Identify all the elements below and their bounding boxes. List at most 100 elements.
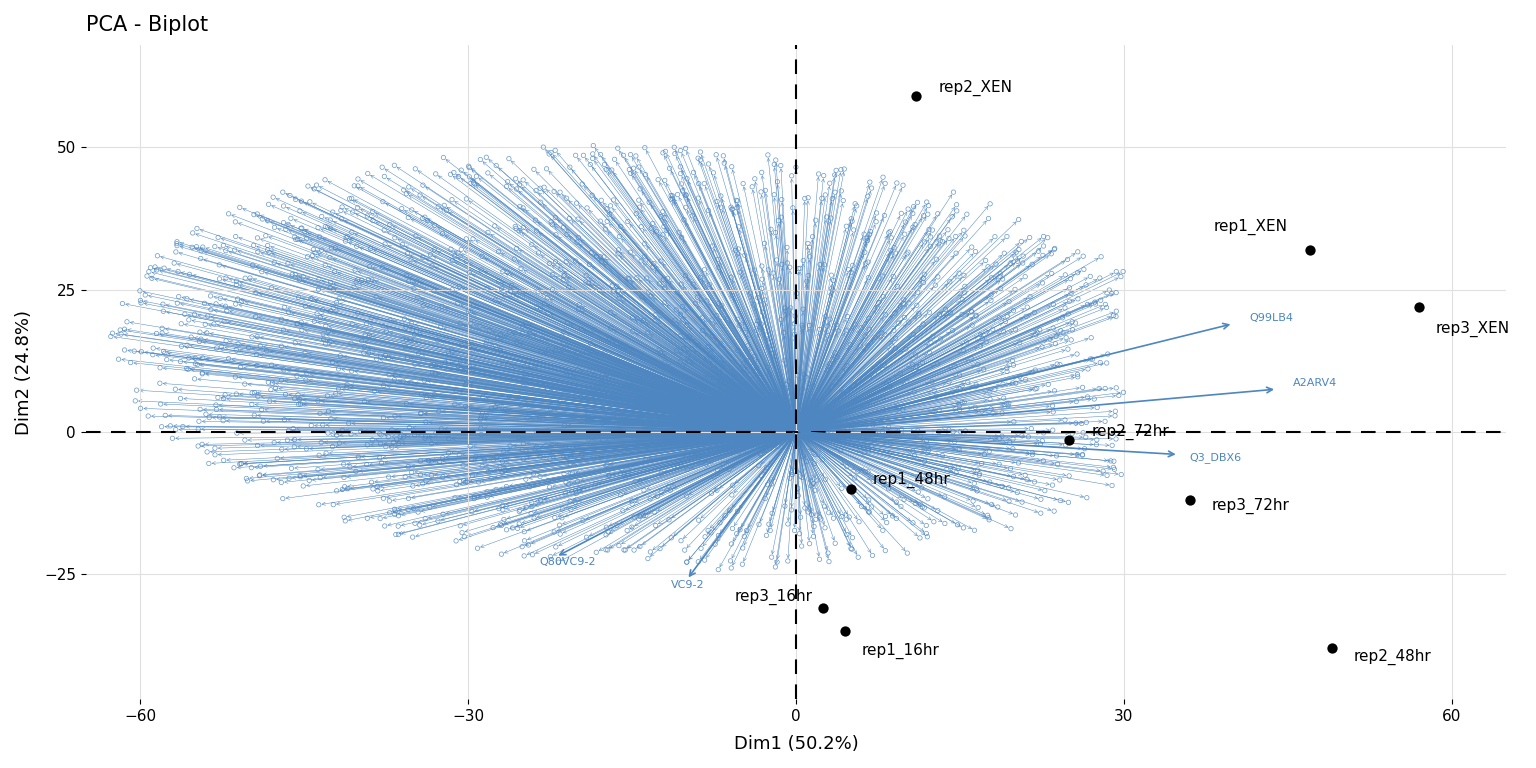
Point	[393, 321, 418, 333]
Point	[570, 448, 594, 460]
Point	[190, 367, 215, 379]
Point	[452, 459, 476, 472]
Point	[562, 496, 587, 508]
Point	[554, 450, 579, 462]
Point	[619, 521, 644, 533]
Point	[617, 164, 642, 176]
Point	[823, 537, 848, 549]
Point	[607, 230, 631, 243]
Point	[602, 392, 627, 404]
Point	[802, 530, 826, 542]
Point	[613, 415, 637, 428]
Point	[276, 472, 301, 485]
Point	[926, 425, 951, 438]
Point	[272, 200, 296, 212]
Point	[590, 417, 614, 429]
Point	[788, 262, 813, 274]
Point	[507, 286, 531, 299]
Point	[852, 330, 877, 343]
Point	[854, 440, 879, 452]
Point	[565, 346, 590, 358]
Point	[705, 464, 730, 476]
Point	[135, 270, 160, 282]
Point	[1043, 242, 1068, 254]
Point	[837, 511, 862, 523]
Point	[144, 264, 169, 276]
Point	[329, 204, 353, 217]
Point	[582, 389, 607, 401]
Point	[456, 160, 481, 172]
Point	[576, 277, 601, 290]
Point	[333, 515, 358, 527]
Point	[905, 197, 929, 209]
Point	[412, 375, 436, 387]
Point	[244, 330, 269, 343]
Point	[129, 296, 154, 309]
Point	[487, 246, 511, 258]
Point	[883, 343, 908, 355]
Point	[269, 340, 293, 353]
Point	[742, 442, 766, 455]
Point	[332, 511, 356, 524]
Point	[536, 425, 561, 437]
Point	[730, 318, 754, 330]
Point	[848, 441, 872, 453]
Point	[766, 214, 791, 227]
Point	[276, 424, 301, 436]
Point	[794, 371, 819, 383]
Point	[756, 263, 780, 276]
Point	[249, 403, 273, 415]
Point	[674, 556, 699, 568]
Point	[410, 251, 435, 263]
Point	[651, 229, 676, 241]
Point	[860, 396, 885, 408]
Point	[962, 495, 986, 507]
Point	[367, 428, 392, 440]
Point	[183, 358, 207, 370]
Point	[296, 180, 321, 192]
Point	[911, 272, 935, 284]
Point	[728, 266, 753, 279]
Point	[719, 271, 743, 283]
Point	[796, 237, 820, 250]
Point	[240, 387, 264, 399]
Point	[926, 271, 951, 283]
Point	[324, 485, 349, 497]
Point	[733, 530, 757, 542]
Point	[833, 624, 857, 637]
Point	[164, 297, 189, 310]
Point	[455, 255, 479, 267]
Point	[401, 531, 425, 543]
Point	[226, 338, 250, 350]
Point	[725, 528, 750, 540]
Point	[588, 194, 613, 207]
Point	[541, 218, 565, 230]
Point	[963, 380, 988, 392]
Point	[679, 343, 703, 355]
Point	[760, 347, 785, 359]
Point	[737, 389, 762, 402]
Point	[1040, 399, 1064, 412]
Point	[919, 336, 943, 349]
Point	[502, 220, 527, 233]
Point	[1015, 473, 1040, 485]
Point	[1103, 463, 1127, 475]
Point	[1040, 479, 1064, 492]
Point	[762, 189, 786, 201]
Point	[1058, 273, 1083, 285]
Point	[856, 190, 880, 203]
Point	[917, 474, 942, 486]
Point	[215, 305, 240, 317]
Point	[1003, 323, 1028, 336]
Point	[645, 490, 670, 502]
Point	[903, 498, 928, 510]
Point	[415, 389, 439, 402]
Point	[1087, 382, 1112, 395]
Point	[175, 293, 200, 305]
Point	[260, 377, 284, 389]
Point	[450, 366, 475, 378]
Point	[273, 223, 298, 236]
Point	[335, 482, 359, 495]
Point	[670, 184, 694, 197]
Point	[668, 535, 693, 547]
